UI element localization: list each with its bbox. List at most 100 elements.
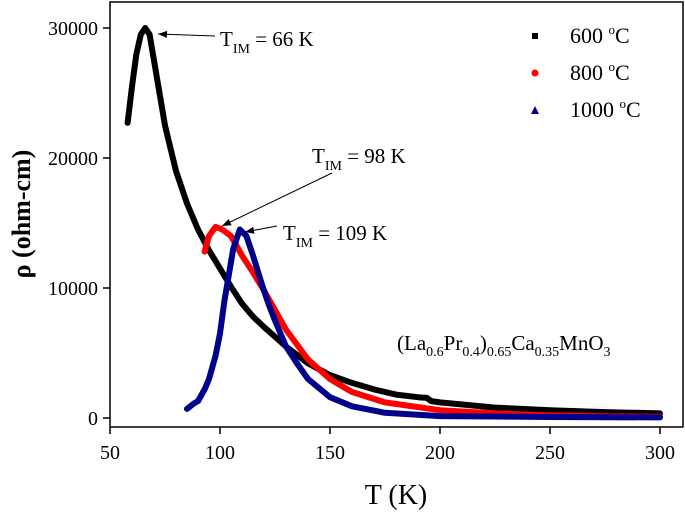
data-point [217, 331, 223, 336]
data-point [259, 281, 265, 287]
data-point [437, 399, 443, 405]
annotation-1: TIM = 98 K [221, 144, 406, 227]
data-point [305, 376, 311, 382]
x-axis-label: T (K) [365, 480, 427, 511]
data-point [283, 327, 289, 333]
data-point [142, 25, 148, 31]
data-point [217, 266, 223, 271]
data-point [147, 32, 153, 37]
data-point [437, 413, 443, 419]
x-tick-label: 300 [645, 442, 675, 464]
square-marker-icon [532, 33, 538, 39]
data-point [547, 414, 553, 420]
data-point [221, 298, 227, 304]
legend-item-2: 1000 oC [531, 96, 641, 122]
data-point [250, 314, 256, 320]
data-point [239, 301, 245, 307]
data-point [226, 272, 232, 278]
series-1 [201, 223, 663, 420]
data-point [349, 380, 355, 386]
legend-label: 1000 oC [570, 96, 641, 122]
x-tick-label: 150 [315, 442, 345, 464]
data-point [202, 249, 208, 255]
data-point [283, 344, 289, 349]
annotation-2: TIM = 109 K [244, 221, 387, 251]
data-point [349, 403, 355, 409]
data-point [250, 253, 256, 258]
arrow-head [245, 226, 255, 234]
series-line [124, 25, 663, 417]
triangle-marker-icon [531, 106, 539, 114]
data-point [133, 51, 139, 57]
data-point [547, 407, 553, 413]
data-point [239, 253, 245, 258]
arrow-head [158, 30, 168, 38]
plot-series [124, 25, 663, 421]
data-point [250, 269, 256, 275]
data-point [415, 394, 421, 400]
data-point [206, 376, 212, 382]
data-point [657, 414, 663, 420]
data-point [184, 201, 190, 206]
data-point [349, 389, 355, 395]
legend-item-0: 600 oC [532, 22, 630, 48]
legend-label: 600 oC [570, 22, 630, 48]
annotation-0: TIM = 66 K [157, 27, 314, 57]
data-point [237, 227, 243, 232]
compound-label: (La0.6Pr0.4)0.65Ca0.35MnO3 [397, 331, 611, 360]
data-point [162, 123, 168, 128]
data-point [213, 224, 219, 230]
data-point [265, 301, 271, 307]
legend-item-1: 800 oC [531, 59, 630, 85]
data-point [125, 120, 131, 126]
y-tick-label: 30000 [48, 18, 98, 40]
annotations: TIM = 66 K TIM = 98 K TIM = 109 K [157, 27, 406, 251]
data-point [195, 227, 201, 232]
series-0 [124, 25, 663, 417]
y-tick-label: 0 [88, 408, 98, 430]
data-point [228, 233, 234, 239]
legend-label: 800 oC [570, 59, 630, 85]
annotation-arrow [221, 172, 333, 227]
data-point [437, 407, 443, 413]
y-axis-label: ρ (ohm-cm) [7, 150, 36, 279]
data-point [294, 360, 300, 366]
y-tick-label: 10000 [48, 278, 98, 300]
data-point [151, 58, 157, 63]
data-point [129, 84, 135, 89]
circle-marker-icon [531, 69, 539, 77]
x-tick-label: 200 [425, 442, 455, 464]
legend: 600 oC 800 oC 1000 oC [531, 22, 641, 122]
series-2 [184, 226, 663, 421]
x-tick-label: 50 [100, 442, 120, 464]
data-point [327, 394, 333, 400]
data-point [173, 168, 179, 174]
data-point [219, 227, 225, 232]
data-point [382, 410, 388, 416]
data-point [371, 386, 377, 392]
data-point [261, 324, 267, 330]
data-point [424, 395, 430, 401]
x-tick-label: 100 [205, 442, 235, 464]
data-point [184, 406, 190, 412]
plot-frame [109, 1, 684, 428]
data-point [428, 398, 434, 404]
data-point [393, 392, 399, 398]
data-point [138, 32, 144, 37]
data-point [230, 246, 236, 252]
annotation-label: TIM = 109 K [283, 221, 387, 251]
x-tick-label: 250 [535, 442, 565, 464]
y-tick-label: 20000 [48, 148, 98, 170]
data-point [195, 398, 201, 404]
annotation-arrow [157, 33, 216, 37]
axis-ticks: 50 100 150 200 250 300 0 10000 20000 30000 [48, 18, 675, 464]
arrow-head [222, 218, 232, 226]
data-point [382, 399, 388, 405]
annotation-label: TIM = 98 K [312, 144, 406, 174]
data-point [327, 376, 333, 382]
data-point [305, 357, 311, 362]
data-point [206, 233, 212, 239]
data-point [213, 353, 219, 359]
data-point [243, 233, 249, 239]
